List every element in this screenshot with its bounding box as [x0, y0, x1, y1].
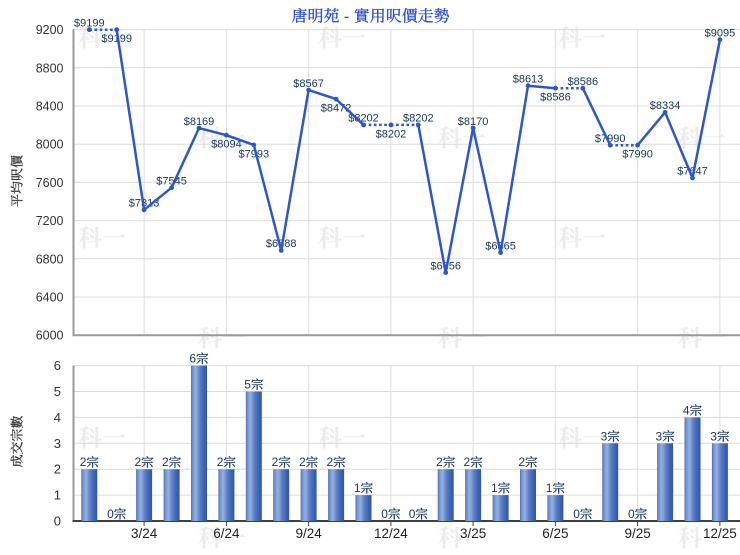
svg-text:6: 6	[54, 358, 61, 373]
svg-text:$8202: $8202	[376, 128, 407, 140]
svg-text:6/25: 6/25	[542, 526, 568, 541]
svg-text:0: 0	[409, 507, 416, 521]
svg-text:0: 0	[107, 507, 114, 521]
svg-text:1: 1	[546, 481, 553, 495]
svg-text:3/25: 3/25	[460, 526, 486, 541]
svg-text:5: 5	[244, 378, 251, 392]
svg-text:2: 2	[436, 455, 443, 469]
svg-text:$8202: $8202	[403, 113, 434, 125]
svg-text:0: 0	[573, 507, 580, 521]
svg-text:0: 0	[381, 507, 388, 521]
svg-text:8000: 8000	[36, 138, 64, 152]
svg-text:-: -	[344, 9, 349, 26]
svg-text:6: 6	[189, 352, 196, 366]
svg-text:3/24: 3/24	[131, 526, 158, 541]
svg-text:$7990: $7990	[595, 133, 626, 145]
svg-text:8400: 8400	[36, 100, 64, 114]
svg-text:7600: 7600	[36, 176, 64, 190]
svg-text:2: 2	[464, 455, 471, 469]
svg-text:$8170: $8170	[458, 116, 489, 128]
svg-text:6/24: 6/24	[213, 526, 240, 541]
svg-text:2: 2	[272, 455, 279, 469]
svg-text:4: 4	[54, 410, 61, 425]
svg-text:$7993: $7993	[239, 148, 270, 160]
svg-text:3: 3	[601, 429, 608, 443]
svg-text:3: 3	[54, 436, 61, 451]
svg-text:6400: 6400	[36, 291, 64, 305]
svg-text:3: 3	[656, 429, 663, 443]
svg-text:$7990: $7990	[622, 149, 653, 161]
svg-text:2: 2	[162, 455, 169, 469]
svg-text:9/25: 9/25	[624, 526, 650, 541]
svg-text:3: 3	[710, 429, 717, 443]
svg-text:$7545: $7545	[156, 176, 187, 188]
svg-text:2: 2	[135, 455, 142, 469]
svg-text:2: 2	[518, 455, 525, 469]
svg-text:2: 2	[80, 455, 87, 469]
svg-text:9200: 9200	[36, 23, 64, 37]
svg-text:2: 2	[54, 462, 61, 477]
svg-text:2: 2	[299, 455, 306, 469]
svg-text:$9095: $9095	[705, 27, 736, 39]
svg-text:9/24: 9/24	[295, 526, 322, 541]
svg-text:2: 2	[327, 455, 334, 469]
svg-text:$9199: $9199	[101, 33, 132, 45]
svg-text:5: 5	[54, 384, 61, 399]
svg-text:12/25: 12/25	[703, 526, 737, 541]
svg-text:7200: 7200	[36, 214, 64, 228]
svg-text:1: 1	[54, 488, 61, 503]
svg-text:6000: 6000	[36, 329, 64, 343]
svg-text:1: 1	[491, 481, 498, 495]
svg-text:$8586: $8586	[568, 76, 599, 88]
svg-text:$8567: $8567	[293, 78, 324, 90]
svg-text:$9199: $9199	[74, 18, 105, 30]
svg-text:1: 1	[354, 481, 361, 495]
svg-text:8800: 8800	[36, 61, 64, 75]
svg-text:$8169: $8169	[184, 116, 215, 128]
svg-text:2: 2	[217, 455, 224, 469]
svg-text:$8094: $8094	[211, 139, 242, 151]
svg-text:12/24: 12/24	[374, 526, 408, 541]
svg-text:6800: 6800	[36, 252, 64, 266]
svg-text:4: 4	[683, 403, 690, 417]
svg-text:0: 0	[54, 514, 61, 529]
svg-text:$8586: $8586	[540, 92, 571, 104]
svg-text:$8613: $8613	[513, 74, 544, 86]
svg-text:$8202: $8202	[348, 113, 379, 125]
svg-text:0: 0	[628, 507, 635, 521]
svg-text:$8334: $8334	[650, 100, 681, 112]
